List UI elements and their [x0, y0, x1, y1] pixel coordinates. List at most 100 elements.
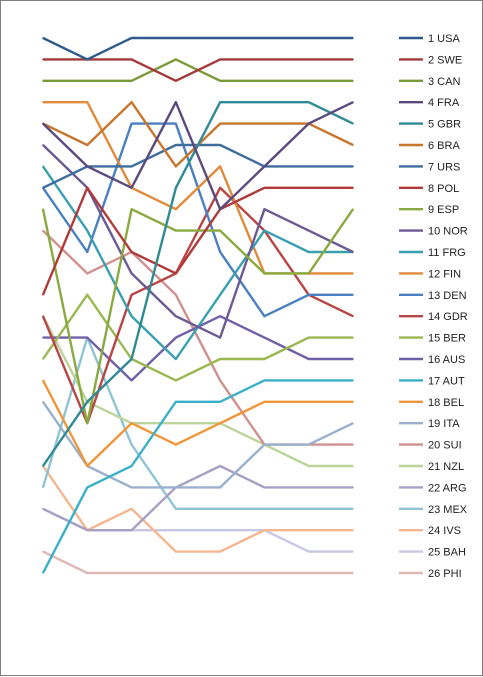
data-point: [263, 529, 266, 531]
data-point: [130, 251, 133, 253]
data-point: [352, 208, 354, 210]
series-mex: [41, 336, 354, 510]
series-bel: [41, 379, 354, 468]
data-point: [130, 529, 133, 531]
data-point: [352, 336, 354, 339]
data-point: [86, 251, 89, 253]
data-point: [307, 37, 310, 39]
legend-item: 9 ESP: [399, 204, 459, 216]
data-point: [175, 379, 177, 382]
legend-item: 8 POL: [399, 183, 459, 195]
legend-label: 9 ESP: [428, 204, 459, 216]
data-point: [219, 187, 221, 189]
legend-label: 6 BRA: [428, 140, 460, 152]
data-point: [130, 422, 133, 425]
data-point: [352, 465, 354, 467]
data-point: [175, 80, 177, 82]
data-point: [42, 465, 44, 467]
legend-item: 5 GBR: [399, 119, 461, 131]
data-point: [219, 101, 221, 103]
data-point: [42, 58, 44, 61]
data-point: [263, 315, 266, 318]
legend-item: 26 PHI: [399, 568, 462, 580]
series-line: [41, 186, 354, 425]
data-point: [352, 272, 354, 275]
data-point: [263, 508, 266, 510]
legend-label: 14 GDR: [428, 311, 468, 323]
series-phi: [42, 550, 354, 575]
data-point: [263, 272, 266, 275]
legend-item: 19 ITA: [399, 418, 460, 430]
data-point: [42, 165, 44, 168]
data-point: [352, 443, 354, 446]
series-line: [42, 100, 354, 467]
legend-label: 4 FRA: [428, 97, 460, 109]
data-point: [263, 401, 266, 403]
data-point: [263, 58, 266, 61]
data-point: [307, 122, 310, 125]
legend-item: 2 SWE: [399, 54, 462, 66]
data-point: [263, 37, 266, 39]
legend-label: 26 PHI: [428, 568, 462, 580]
data-point: [307, 58, 310, 61]
legend-item: 12 FIN: [399, 268, 461, 280]
series-usa: [42, 36, 354, 61]
data-point: [130, 101, 133, 103]
data-point: [263, 486, 266, 489]
data-point: [175, 358, 177, 360]
data-point: [219, 550, 221, 553]
data-point: [130, 122, 133, 125]
data-point: [352, 508, 354, 510]
legend-item: 3 CAN: [399, 76, 460, 88]
data-point: [219, 422, 221, 425]
data-point: [175, 401, 177, 403]
data-point: [307, 465, 310, 467]
legend-label: 5 GBR: [428, 119, 461, 131]
data-point: [130, 80, 133, 82]
data-point: [130, 508, 133, 510]
data-point: [307, 443, 310, 446]
data-point: [86, 572, 89, 574]
data-point: [130, 443, 133, 446]
legend-label: 19 ITA: [428, 418, 460, 430]
data-point: [86, 294, 89, 296]
data-point: [130, 165, 133, 168]
series-line: [43, 58, 353, 83]
data-point: [219, 37, 221, 39]
series-line: [42, 165, 353, 361]
series-line: [42, 100, 354, 211]
series-pol: [41, 186, 354, 296]
data-point: [352, 37, 354, 39]
data-point: [86, 336, 89, 339]
data-point: [130, 379, 133, 382]
data-point: [352, 122, 354, 125]
data-point: [86, 187, 89, 189]
data-point: [263, 122, 266, 125]
data-point: [219, 315, 221, 318]
data-point: [352, 529, 354, 531]
legend-item: 25 BAH: [399, 547, 466, 559]
legend-label: 2 SWE: [428, 54, 462, 66]
data-point: [86, 465, 89, 467]
data-point: [219, 80, 221, 82]
data-point: [175, 37, 177, 39]
series-line: [42, 293, 353, 382]
data-point: [352, 165, 354, 168]
data-point: [86, 529, 89, 531]
data-point: [175, 101, 177, 103]
series-den: [42, 122, 354, 318]
series-nor: [42, 144, 354, 339]
data-point: [42, 294, 44, 296]
series-line: [42, 465, 353, 553]
data-point: [130, 58, 133, 61]
data-point: [307, 529, 310, 531]
data-point: [263, 572, 266, 574]
data-point: [130, 187, 133, 189]
data-point: [219, 379, 221, 382]
data-point: [42, 187, 44, 189]
legend-label: 21 NZL: [428, 461, 464, 473]
legend-label: 13 DEN: [428, 290, 467, 302]
legend-label: 10 NOR: [428, 226, 468, 238]
